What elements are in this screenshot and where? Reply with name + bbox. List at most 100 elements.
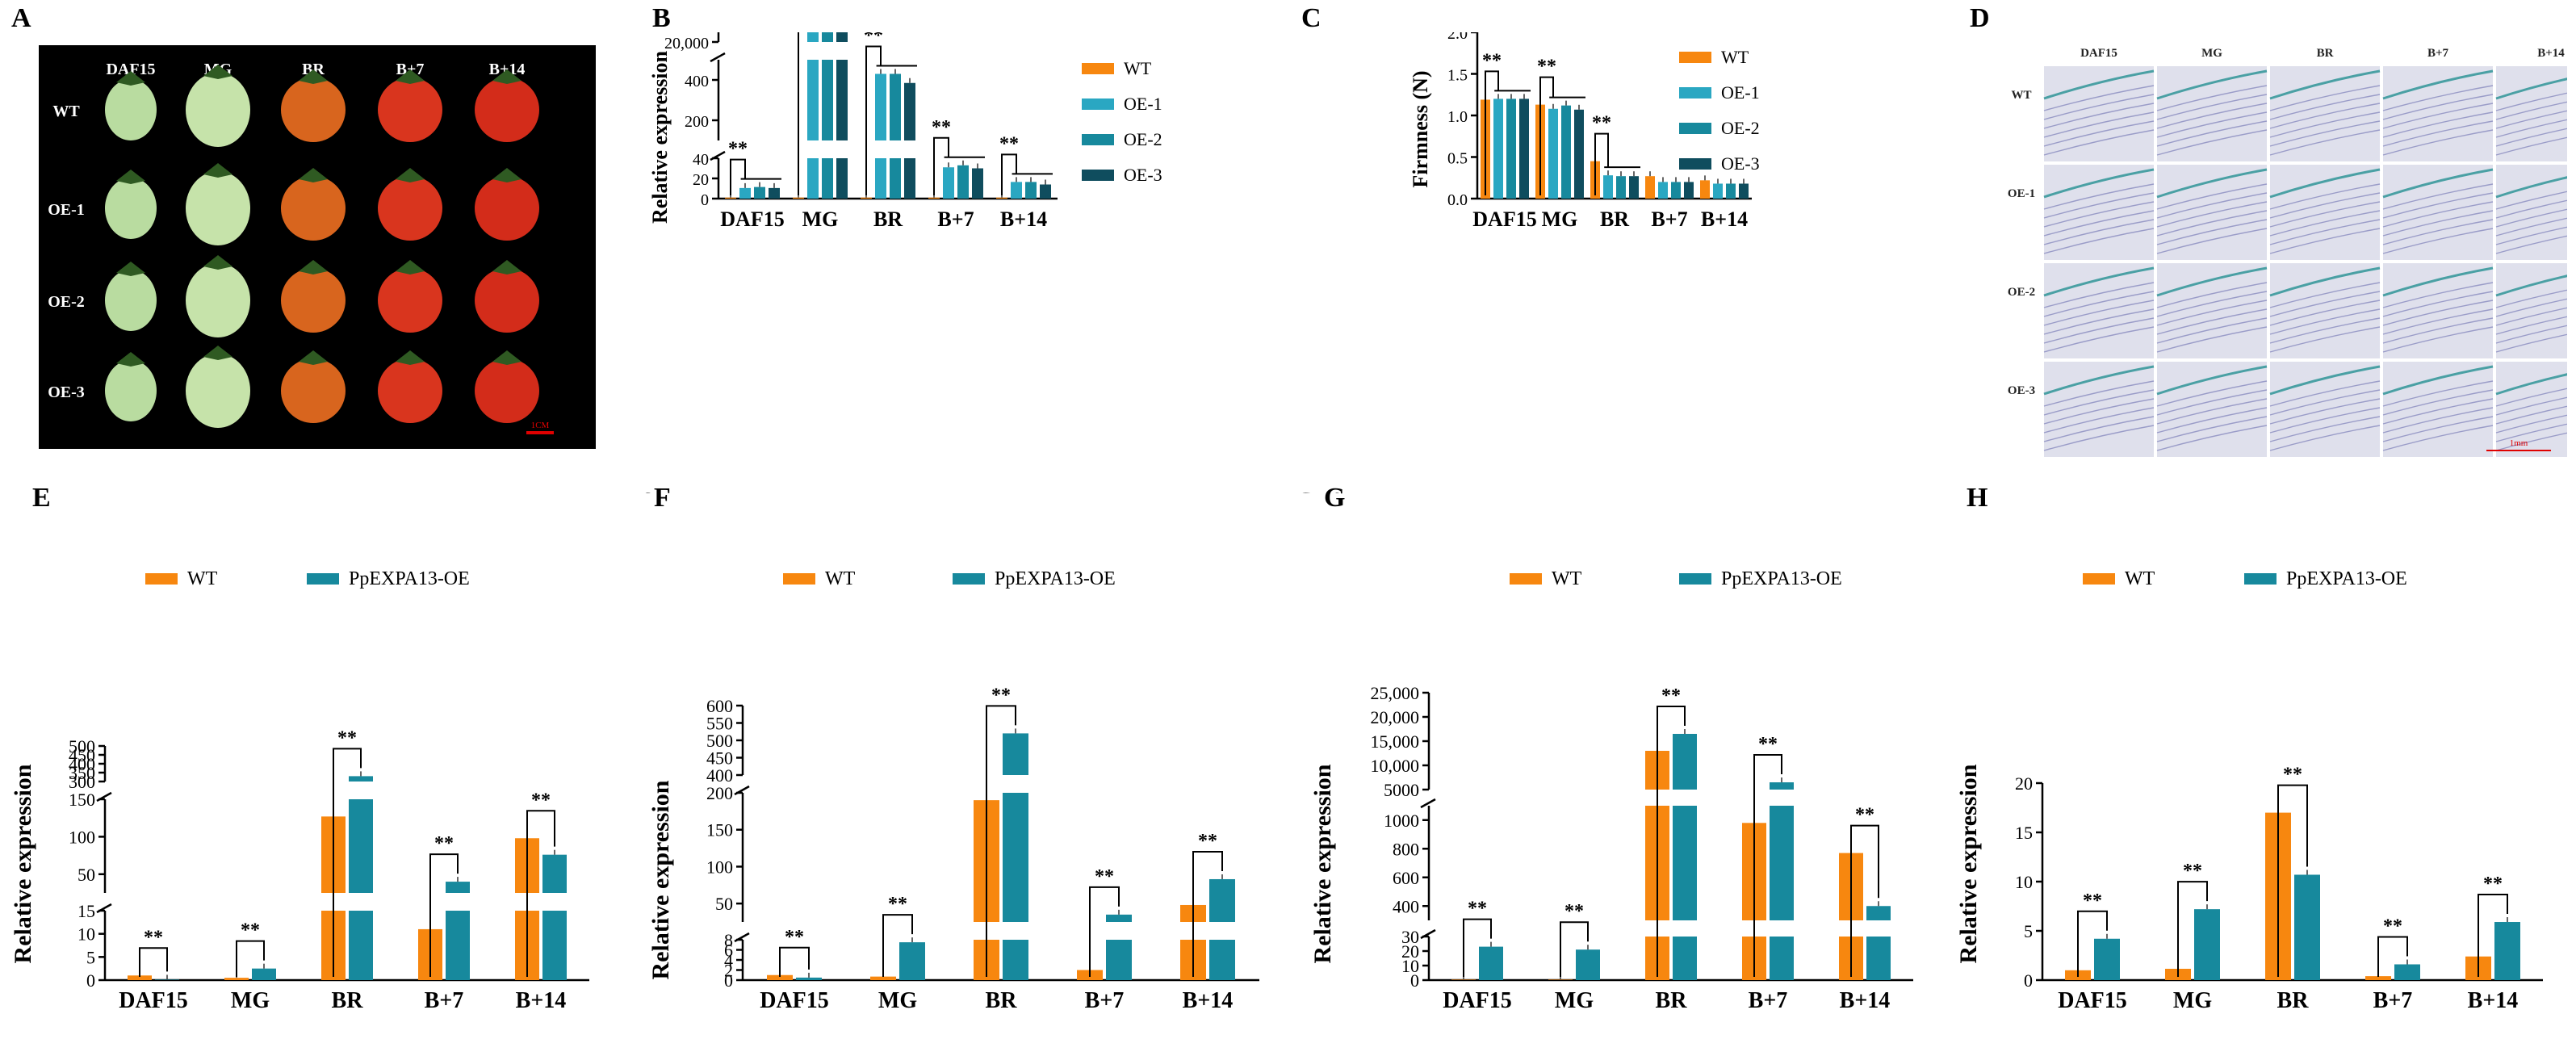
bar xyxy=(767,974,793,980)
axis-break-mark xyxy=(710,52,726,63)
chart-c-firmness: Firmness (N) 0.0 0.5 1.0 1.5 2.0 DAF15 ** MG ** BR… xyxy=(1409,32,1760,231)
micrograph-cell-wall xyxy=(2382,228,2494,254)
y-tick-label: 1.5 xyxy=(1447,67,1468,85)
micrograph-panel: DAF15 MG BR B+7 B+14 WT OE-1 OE-2 OE-3 1mm xyxy=(2002,39,2576,459)
micrograph-tile xyxy=(2496,362,2576,457)
micrograph-cell-wall xyxy=(2043,300,2155,326)
legend-swatch xyxy=(307,573,339,585)
significance-mark: ** xyxy=(2483,874,2503,895)
bar xyxy=(252,968,276,980)
micrograph-cell-wall xyxy=(2495,233,2576,254)
micrograph-cell-wall xyxy=(2382,192,2494,219)
bar xyxy=(1603,175,1613,199)
bar xyxy=(1726,183,1736,199)
significance-mark: ** xyxy=(1564,901,1584,922)
tomato-calyx xyxy=(492,350,521,365)
bar xyxy=(1866,937,1891,980)
significance-bracket xyxy=(236,940,265,977)
bar xyxy=(943,167,954,199)
bar xyxy=(1658,182,1668,199)
micrograph-cell-wall xyxy=(2269,129,2381,156)
tomato-calyx xyxy=(203,65,232,79)
bar xyxy=(1616,176,1626,199)
tomato-calyx xyxy=(299,168,328,182)
micrograph-cuticle xyxy=(2382,168,2494,199)
micrograph-tile xyxy=(2270,66,2380,161)
micrograph-cell-wall xyxy=(2269,308,2381,335)
micrograph-cuticle xyxy=(2156,168,2268,199)
y-tick-label: 800 xyxy=(1393,839,1419,859)
tomato-fruit xyxy=(105,178,157,239)
legend-swatch xyxy=(1679,158,1711,170)
y-tick-label: 20 xyxy=(693,171,709,189)
bar xyxy=(1003,940,1028,980)
bar xyxy=(349,776,373,782)
panel-letter-h: H xyxy=(1967,483,1988,513)
y-tick-label: 10 xyxy=(2015,872,2033,892)
micrograph-cell-wall xyxy=(2495,395,2576,416)
micrograph-tile xyxy=(2496,165,2576,260)
tomato-fruit xyxy=(378,176,442,241)
y-tick-label: 6 xyxy=(724,941,733,961)
micrograph-cell-wall xyxy=(2043,308,2155,335)
significance-mark: ** xyxy=(2183,861,2202,882)
legend-label: WT xyxy=(187,568,218,589)
x-category-label: B+7 xyxy=(1085,988,1125,1013)
tomato-fruit xyxy=(281,358,346,423)
micrograph-cell-wall xyxy=(2382,317,2494,344)
x-category-label: MG xyxy=(231,988,270,1013)
micrograph-cell-wall xyxy=(2156,120,2268,147)
chart-title: SlCel2 xyxy=(638,492,680,500)
x-category-label: B+14 xyxy=(516,988,567,1013)
micrograph-tile xyxy=(2157,263,2267,358)
micrograph-cell-wall xyxy=(2269,407,2381,434)
significance-bracket xyxy=(2478,894,2508,977)
tomato-calyx xyxy=(396,260,425,274)
legend-label: WT xyxy=(1721,47,1749,67)
x-category-label: B+7 xyxy=(425,988,464,1013)
micrograph-cell-wall xyxy=(2495,332,2576,353)
bar xyxy=(1493,98,1503,199)
significance-bracket xyxy=(1539,76,1554,195)
significance-mark: ** xyxy=(888,894,907,915)
bar xyxy=(1866,906,1891,920)
y-tick-label: 400 xyxy=(706,765,733,786)
bar xyxy=(542,854,567,893)
micrograph-cell-wall xyxy=(2043,291,2155,317)
bar xyxy=(1548,979,1573,980)
bar xyxy=(739,187,751,199)
x-category-label: BR xyxy=(332,988,364,1013)
y-tick-label: 50 xyxy=(715,894,733,914)
x-category-label: DAF15 xyxy=(1443,988,1512,1013)
micrograph-cell-wall xyxy=(2269,120,2381,147)
bar xyxy=(928,197,940,199)
y-tick-label: 0 xyxy=(701,191,709,209)
micrograph-cell-wall xyxy=(2382,380,2494,407)
y-tick-label: 400 xyxy=(1393,896,1419,916)
chart-e-slexp1: SlEXP1Relative expression051015501001503… xyxy=(0,492,589,1013)
significance-bracket xyxy=(933,136,949,195)
micrograph-cell-wall xyxy=(2382,201,2494,228)
bar xyxy=(349,799,373,893)
bar xyxy=(1700,180,1710,199)
y-tick-label: 0 xyxy=(86,970,95,991)
significance-mark: ** xyxy=(1482,50,1502,71)
bar xyxy=(996,197,1007,199)
micrograph-cell-wall xyxy=(2156,425,2268,451)
bar xyxy=(155,979,179,980)
micrograph-cell-wall xyxy=(2156,416,2268,442)
micrograph-cell-wall xyxy=(2495,224,2576,245)
legend-label: WT xyxy=(1552,568,1582,589)
y-axis-label: Firmness (N) xyxy=(1409,70,1432,187)
y-tick-label: 550 xyxy=(706,714,733,734)
y-tick-label: 5 xyxy=(86,947,95,967)
scale-bar xyxy=(526,431,554,434)
micrograph-cell-wall xyxy=(2269,291,2381,317)
significance-mark: ** xyxy=(1468,899,1487,920)
micrograph-cell-wall xyxy=(2495,386,2576,407)
bar xyxy=(1671,182,1681,199)
legend-swatch xyxy=(953,573,985,585)
significance-bracket xyxy=(1560,921,1589,977)
y-tick-label: 100 xyxy=(69,827,95,847)
micrograph-cell-wall xyxy=(2495,404,2576,425)
